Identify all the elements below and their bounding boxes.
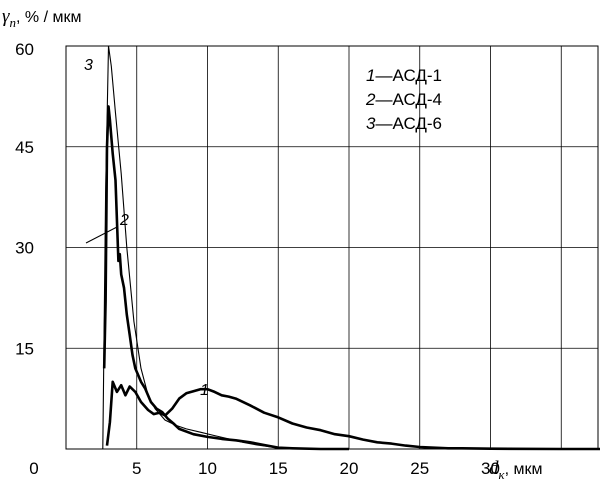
curve-label-2-leader — [85, 226, 118, 244]
x-tick-label-0: 0 — [29, 459, 38, 478]
y-tick-label-15: 15 — [15, 339, 34, 358]
series-layer — [102, 45, 600, 451]
tick-labels: 15 30 45 60 0 5 10 15 20 25 30 — [15, 40, 500, 478]
x-tick-label-25: 25 — [410, 459, 429, 478]
series-line-2 — [102, 105, 349, 451]
y-tick-label-30: 30 — [15, 239, 34, 258]
legend-entry-2: 2—АСД-4 — [365, 90, 442, 109]
curve-label-2: 2 — [119, 212, 129, 229]
legend-entry-3: 3—АСД-6 — [366, 114, 442, 133]
x-axis-title: dк, мкм — [489, 458, 542, 479]
y-tick-label-45: 45 — [15, 138, 34, 157]
series-line-1 — [105, 380, 600, 451]
legend: 1—АСД-1 2—АСД-4 3—АСД-6 — [365, 66, 442, 133]
grid — [66, 46, 598, 449]
x-tick-label-15: 15 — [269, 459, 288, 478]
series-line-3 — [102, 45, 321, 450]
y-axis-title: γn, % / мкм — [2, 6, 81, 30]
curve-annotations: 3 2 1 — [84, 57, 209, 399]
x-tick-label-5: 5 — [132, 459, 141, 478]
x-tick-label-30: 30 — [481, 459, 500, 478]
curve-label-1: 1 — [200, 382, 209, 399]
x-tick-label-10: 10 — [198, 459, 217, 478]
curve-label-3: 3 — [84, 57, 93, 74]
x-tick-label-20: 20 — [340, 459, 359, 478]
y-tick-label-60: 60 — [15, 40, 34, 59]
legend-entry-1: 1—АСД-1 — [366, 66, 442, 85]
